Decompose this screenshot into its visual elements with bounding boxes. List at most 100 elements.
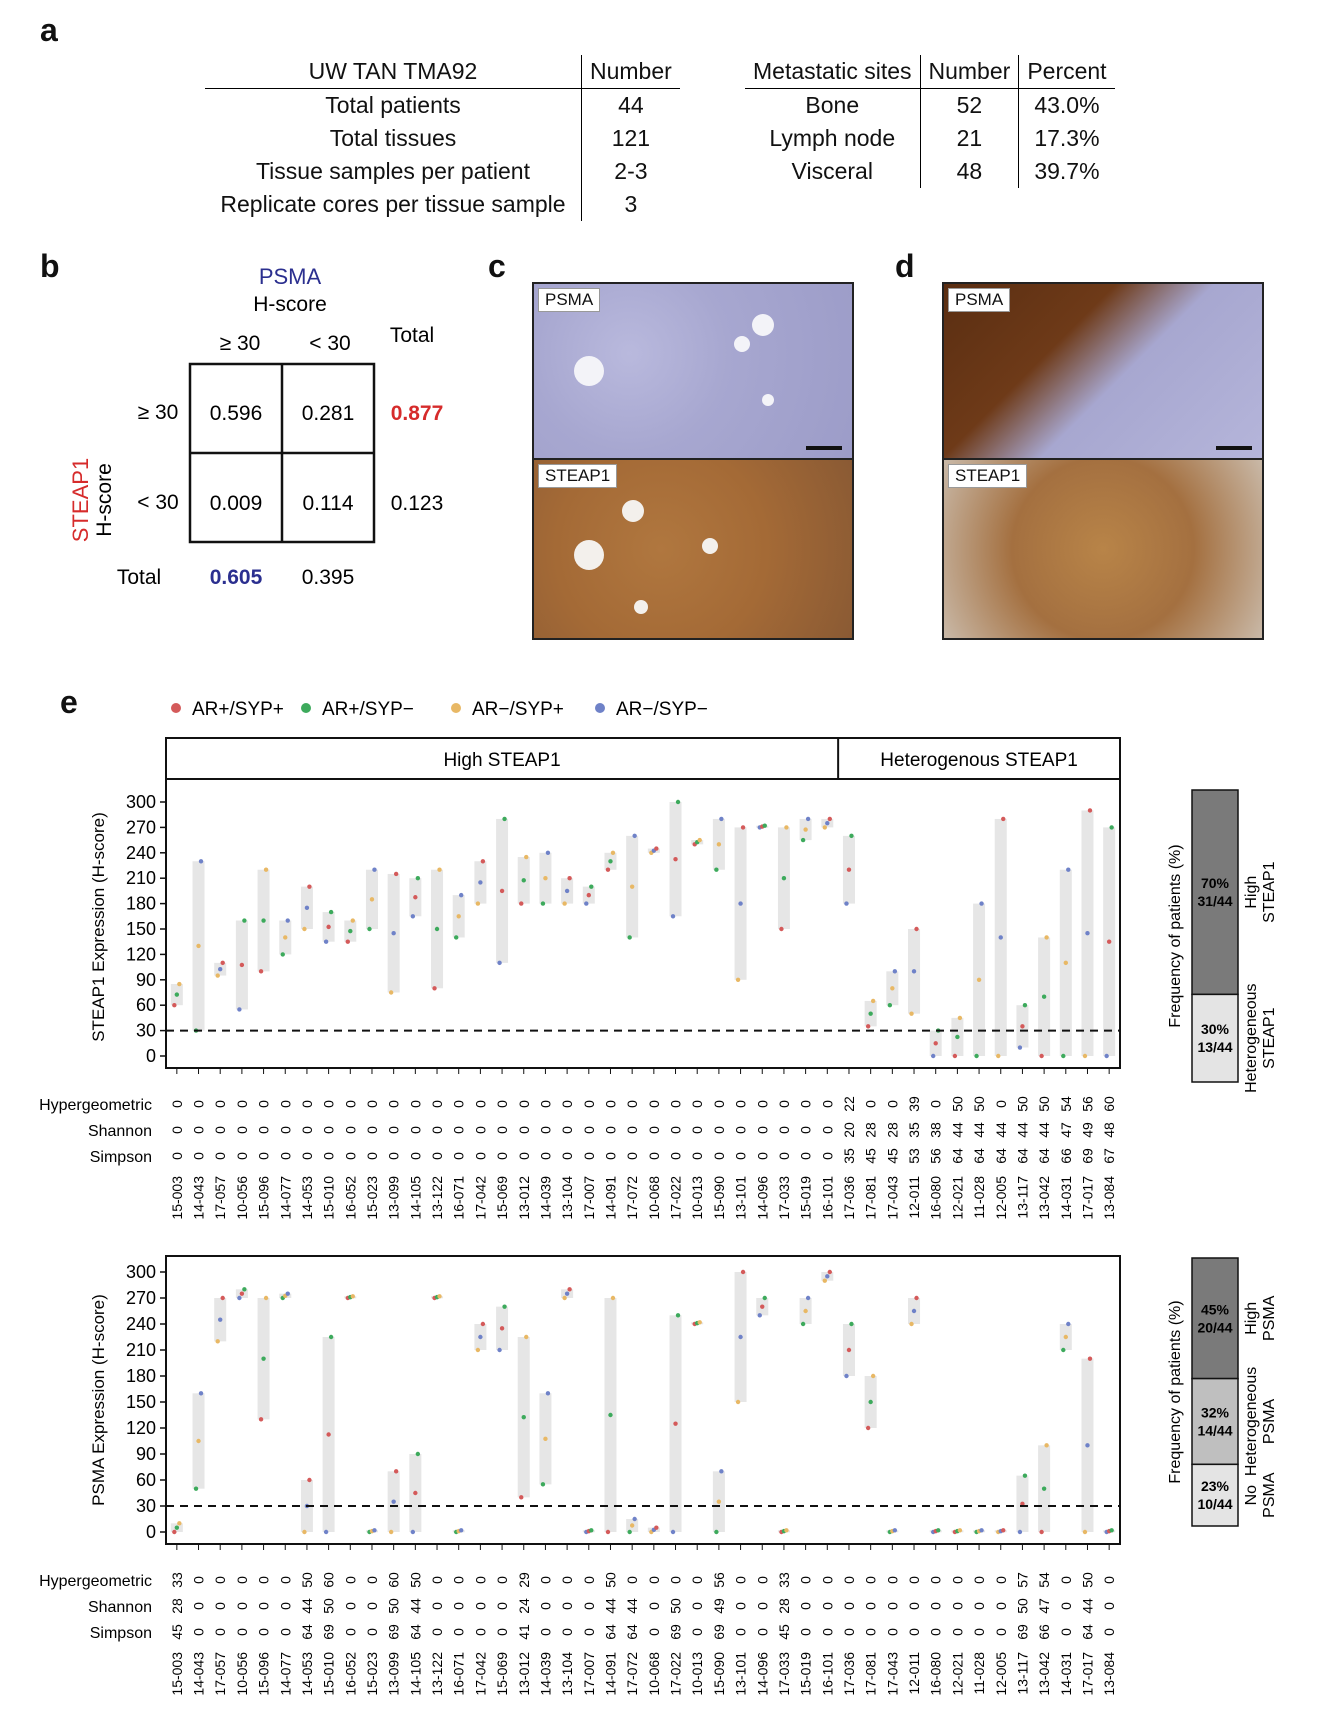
table-cell: Visceral [791, 158, 873, 184]
data-point [393, 1469, 399, 1474]
chart-frame [165, 1255, 1121, 1545]
data-point [716, 1499, 722, 1504]
frequency-count: 13/44 [1197, 1039, 1232, 1055]
data-point [827, 1269, 832, 1275]
data-point [519, 901, 524, 906]
metric-value: 0 [277, 1602, 293, 1610]
table-cell: 39.7% [1018, 155, 1115, 188]
metric-value: 0 [906, 1628, 922, 1636]
y-tick-label: 210 [126, 1340, 156, 1360]
data-point [738, 901, 743, 906]
patient-id: 11-028 [971, 1176, 987, 1219]
data-point [475, 1347, 481, 1353]
data-point [242, 1287, 247, 1292]
metric-value: 0 [191, 1628, 207, 1636]
patient-id: 12-021 [949, 1176, 965, 1220]
data-point [280, 952, 285, 957]
metric-value: 44 [971, 1122, 987, 1138]
metric-value: 0 [472, 1628, 488, 1636]
metric-value: 0 [776, 1152, 792, 1160]
total-header: Total [390, 324, 434, 347]
data-point [304, 905, 310, 911]
col-total: 0.395 [302, 566, 355, 589]
patient-id: 15-019 [798, 1176, 814, 1220]
metric-value: 0 [646, 1152, 662, 1160]
metric-value: 0 [776, 1100, 792, 1108]
data-point [545, 850, 551, 855]
panel-c-letter: c [488, 248, 506, 284]
frequency-segment [1191, 1377, 1239, 1466]
metric-value: 0 [451, 1100, 467, 1108]
metric-value: 0 [754, 1152, 770, 1160]
patient-id: 15-003 [169, 1176, 185, 1220]
data-point [805, 1295, 811, 1301]
data-point [567, 1287, 572, 1292]
metric-value: 0 [277, 1576, 293, 1584]
metric-value: 0 [386, 1100, 402, 1108]
metric-value: 0 [624, 1126, 640, 1134]
metric-value: 0 [798, 1100, 814, 1108]
patient-id: 15-090 [711, 1652, 727, 1696]
metric-value: 22 [841, 1096, 857, 1112]
metric-value: 0 [646, 1126, 662, 1134]
metric-value: 53 [906, 1148, 922, 1164]
data-point [480, 859, 486, 864]
metric-value: 66 [1036, 1624, 1052, 1640]
table-cell: 21 [919, 122, 1019, 155]
data-point [1061, 1053, 1066, 1059]
data-point [478, 880, 483, 885]
metric-value: 44 [1036, 1122, 1052, 1138]
metric-value: 69 [1079, 1148, 1095, 1164]
data-point [372, 867, 377, 872]
metric-value: 0 [429, 1602, 445, 1610]
metric-value: 0 [256, 1602, 272, 1610]
data-point [1085, 1443, 1090, 1448]
patient-id: 16-101 [819, 1652, 835, 1696]
data-point [218, 1317, 223, 1322]
frequency-count: 10/44 [1197, 1496, 1232, 1512]
metric-value: 0 [711, 1152, 727, 1160]
data-point [372, 1528, 377, 1533]
metric-value: 0 [949, 1602, 965, 1610]
metric-value: 33 [169, 1572, 185, 1588]
y-tick-label: 210 [126, 868, 156, 888]
data-point [543, 1436, 548, 1442]
patient-id: 11-028 [971, 1652, 987, 1695]
patient-id: 12-011 [906, 1652, 922, 1695]
data-point [261, 1356, 266, 1361]
table-cell: Replicate cores per tissue sample [220, 191, 566, 217]
metric-value: 0 [451, 1126, 467, 1134]
table-header: UW TAN TMA92 [205, 55, 582, 89]
metric-value: 0 [668, 1126, 684, 1134]
data-point [757, 1313, 762, 1318]
y-tick-label: 300 [126, 792, 156, 812]
legend-label: AR−/SYP+ [472, 699, 564, 720]
data-point [805, 816, 811, 822]
col-total: 0.605 [210, 566, 263, 589]
y-tick-label: 150 [126, 919, 156, 939]
data-point [1066, 867, 1071, 872]
data-point [979, 1528, 984, 1533]
panel-b-letter: b [40, 248, 60, 284]
metric-value: 0 [646, 1628, 662, 1636]
patient-id: 17-057 [212, 1652, 228, 1696]
patient-id: 17-057 [212, 1176, 228, 1220]
micrograph-label: STEAP1 [538, 464, 618, 488]
patient-id: 14-096 [754, 1176, 770, 1220]
metric-value: 66 [1058, 1148, 1074, 1164]
data-point [497, 1347, 502, 1353]
data-point [545, 1391, 551, 1396]
data-point [740, 825, 746, 830]
metric-value: 0 [949, 1628, 965, 1636]
metric-value: 0 [581, 1576, 597, 1584]
metric-value: 0 [407, 1126, 423, 1134]
metric-value: 57 [1014, 1572, 1030, 1588]
data-point [827, 816, 832, 822]
data-point [388, 990, 394, 995]
table-header: Percent [1018, 55, 1115, 89]
metric-value: 50 [299, 1572, 315, 1588]
metric-value: 45 [863, 1148, 879, 1164]
cell-value: 0.009 [210, 492, 263, 515]
patient-id: 15-023 [364, 1176, 380, 1220]
metric-value: 0 [234, 1100, 250, 1108]
